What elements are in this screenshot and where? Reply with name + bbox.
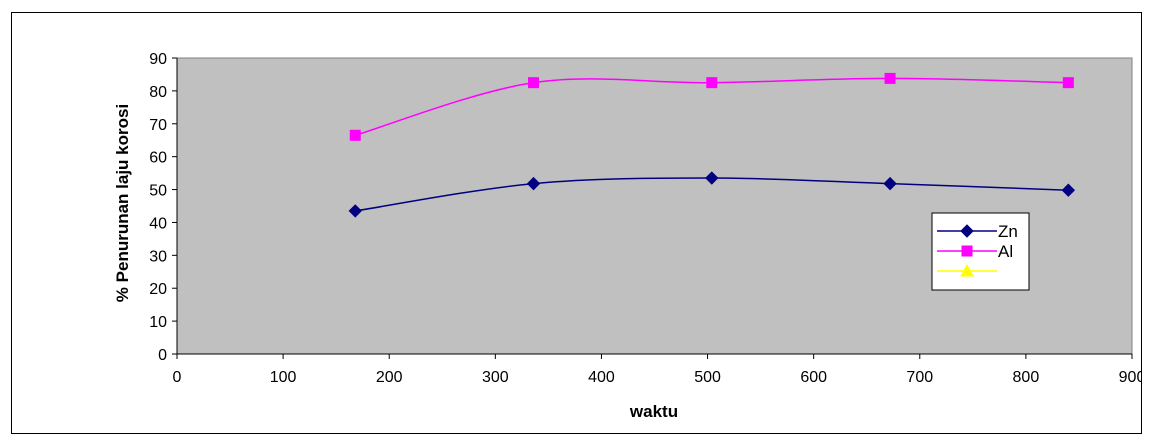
y-tick-label: 0 xyxy=(158,347,167,364)
y-tick-label: 20 xyxy=(149,281,167,298)
x-tick-label: 0 xyxy=(173,369,182,386)
legend-label: Zn xyxy=(998,222,1018,241)
x-axis-title: waktu xyxy=(629,402,678,421)
y-tick-label: 10 xyxy=(149,314,167,331)
ticks-layer: 0 100 200 300 400 500 600 700 800 900 0 10 20 30 40 50 6… xyxy=(149,51,1141,386)
x-tick-label: 400 xyxy=(588,369,615,386)
line-chart: 0 100 200 300 400 500 600 700 800 900 0 10 20 30 40 50 6… xyxy=(113,51,1141,421)
data-point-al xyxy=(349,129,361,141)
data-point-zn xyxy=(526,176,541,191)
x-tick-label: 300 xyxy=(482,369,509,386)
data-point-al xyxy=(1062,77,1074,89)
x-tick-label: 500 xyxy=(694,369,721,386)
plot-area xyxy=(176,57,1133,355)
y-tick-label: 40 xyxy=(149,215,167,232)
series-layer xyxy=(348,72,1076,218)
y-axis-title: % Penurunan laju korosi xyxy=(113,104,132,302)
y-tick-label: 30 xyxy=(149,248,167,265)
legend-marker xyxy=(960,224,974,238)
x-tick-label: 600 xyxy=(800,369,827,386)
data-point-zn xyxy=(883,176,897,191)
data-point-zn xyxy=(1061,183,1076,197)
y-tick-label: 50 xyxy=(149,183,167,200)
axes-layer xyxy=(176,58,1132,355)
y-tick-label: 90 xyxy=(149,51,167,68)
data-point-al xyxy=(884,72,896,84)
x-tick-label: 900 xyxy=(1119,369,1141,386)
legend-label: Al xyxy=(998,242,1013,261)
data-point-zn xyxy=(348,204,362,218)
x-tick-label: 800 xyxy=(1013,369,1040,386)
y-tick-label: 70 xyxy=(149,117,167,134)
x-tick-label: 700 xyxy=(906,369,933,386)
y-tick-label: 60 xyxy=(149,150,167,167)
data-point-zn xyxy=(705,171,719,185)
data-point-al xyxy=(528,77,540,89)
x-tick-label: 200 xyxy=(376,369,403,386)
x-tick-label: 100 xyxy=(270,369,297,386)
chart-frame: 0 100 200 300 400 500 600 700 800 900 0 10 20 30 40 50 6… xyxy=(11,12,1142,434)
legend-marker xyxy=(960,263,974,277)
y-tick-label: 80 xyxy=(149,84,167,101)
legend-marker xyxy=(961,245,973,257)
data-point-al xyxy=(706,77,718,89)
